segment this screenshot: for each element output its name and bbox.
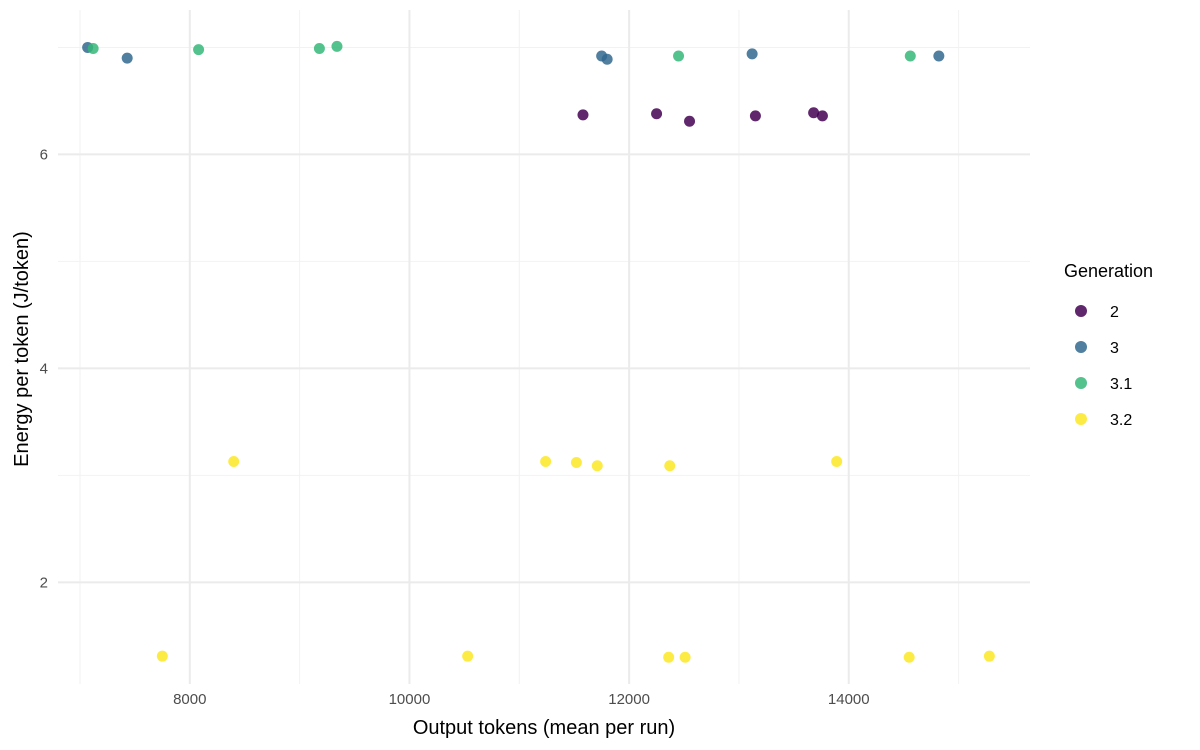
data-point xyxy=(156,650,168,662)
data-point xyxy=(904,50,916,62)
legend-label: 2 xyxy=(1110,304,1119,321)
data-point xyxy=(651,108,663,120)
data-point xyxy=(540,455,552,467)
data-point xyxy=(684,115,696,127)
data-point xyxy=(228,455,240,467)
data-point xyxy=(331,40,343,52)
legend-title: Generation xyxy=(1064,261,1153,281)
data-point xyxy=(808,107,820,119)
data-point xyxy=(570,457,582,469)
data-point xyxy=(903,651,915,663)
data-points xyxy=(82,40,995,663)
major-gridlines xyxy=(58,10,1030,684)
x-axis-title: Output tokens (mean per run) xyxy=(413,717,675,739)
legend-label: 3.2 xyxy=(1110,412,1132,429)
data-point xyxy=(462,650,474,662)
y-tick-label: 4 xyxy=(40,360,48,377)
data-point xyxy=(749,110,761,122)
data-point xyxy=(933,50,945,62)
data-point xyxy=(121,52,133,64)
legend-key xyxy=(1075,377,1087,389)
data-point xyxy=(816,110,828,122)
data-point xyxy=(831,455,843,467)
data-point xyxy=(193,44,205,56)
legend-key xyxy=(1075,305,1087,317)
data-point xyxy=(601,53,613,65)
data-point xyxy=(87,43,99,55)
legend: Generation 2 3 3.1 3.2 xyxy=(1064,261,1153,429)
data-point xyxy=(591,460,603,472)
data-point xyxy=(746,48,758,60)
minor-gridlines xyxy=(58,10,1030,684)
y-tick-label: 6 xyxy=(40,146,48,163)
data-point xyxy=(983,650,995,662)
legend-key xyxy=(1075,341,1087,353)
x-axis-tick-labels: 8000 10000 12000 14000 xyxy=(173,691,870,708)
x-tick-label: 8000 xyxy=(173,691,206,708)
data-point xyxy=(577,109,589,121)
y-axis-tick-labels: 2 4 6 xyxy=(40,146,48,591)
x-tick-label: 14000 xyxy=(828,691,870,708)
data-point xyxy=(664,460,676,472)
x-tick-label: 10000 xyxy=(389,691,431,708)
legend-label: 3.1 xyxy=(1110,376,1132,393)
y-axis-title: Energy per token (J/token) xyxy=(11,231,33,467)
x-tick-label: 12000 xyxy=(608,691,650,708)
data-point xyxy=(313,43,325,55)
y-tick-label: 2 xyxy=(40,574,48,591)
data-point xyxy=(679,651,691,663)
data-point xyxy=(663,651,675,663)
legend-key xyxy=(1075,413,1087,425)
data-point xyxy=(673,50,685,62)
legend-label: 3 xyxy=(1110,340,1119,357)
